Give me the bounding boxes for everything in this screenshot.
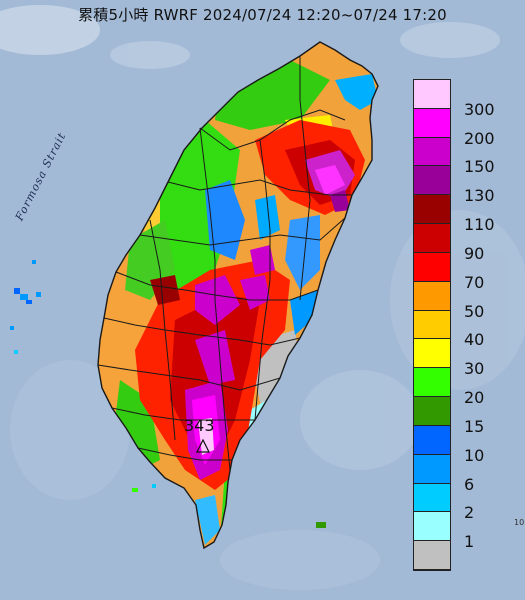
legend-label: 130 (464, 186, 495, 206)
legend-swatch (414, 137, 450, 167)
peak-value-label: 343 (184, 416, 215, 435)
offshore-echoes (10, 260, 326, 528)
legend-label: 300 (464, 99, 495, 119)
legend-swatch (414, 195, 450, 225)
legend-swatch (414, 454, 450, 484)
edge-label: 10 (514, 518, 525, 527)
legend-swatch (414, 281, 450, 311)
legend-label: 30 (464, 359, 485, 379)
legend-label: 10 (464, 445, 485, 465)
legend-swatch (414, 166, 450, 196)
color-legend (413, 79, 451, 571)
legend-swatch (414, 108, 450, 138)
legend-swatch (414, 252, 450, 282)
legend-label: 40 (464, 330, 485, 350)
legend-label: 110 (464, 215, 495, 235)
legend-swatch (414, 483, 450, 513)
legend-swatch (414, 541, 450, 570)
map-title: 累積5小時 RWRF 2024/07/24 12:20~07/24 17:20 (78, 6, 447, 24)
legend-label: 6 (464, 474, 475, 494)
legend-label: 1 (464, 532, 475, 552)
peak-marker-icon (196, 438, 210, 453)
legend-label: 15 (464, 416, 485, 436)
legend-swatch (414, 397, 450, 426)
legend-swatch (414, 224, 450, 253)
legend-swatch (414, 425, 450, 455)
legend-swatch (414, 339, 450, 369)
legend-label: 200 (464, 128, 495, 148)
legend-label: 2 (464, 503, 475, 523)
legend-swatch (414, 310, 450, 340)
legend-swatch (414, 80, 450, 109)
legend-label: 50 (464, 301, 485, 321)
legend-swatch (414, 512, 450, 542)
legend-label: 90 (464, 243, 485, 263)
county-boundaries (97, 41, 379, 549)
legend-label: 150 (464, 157, 495, 177)
legend-label: 70 (464, 272, 485, 292)
legend-label: 20 (464, 388, 485, 408)
legend-swatch (414, 368, 450, 398)
